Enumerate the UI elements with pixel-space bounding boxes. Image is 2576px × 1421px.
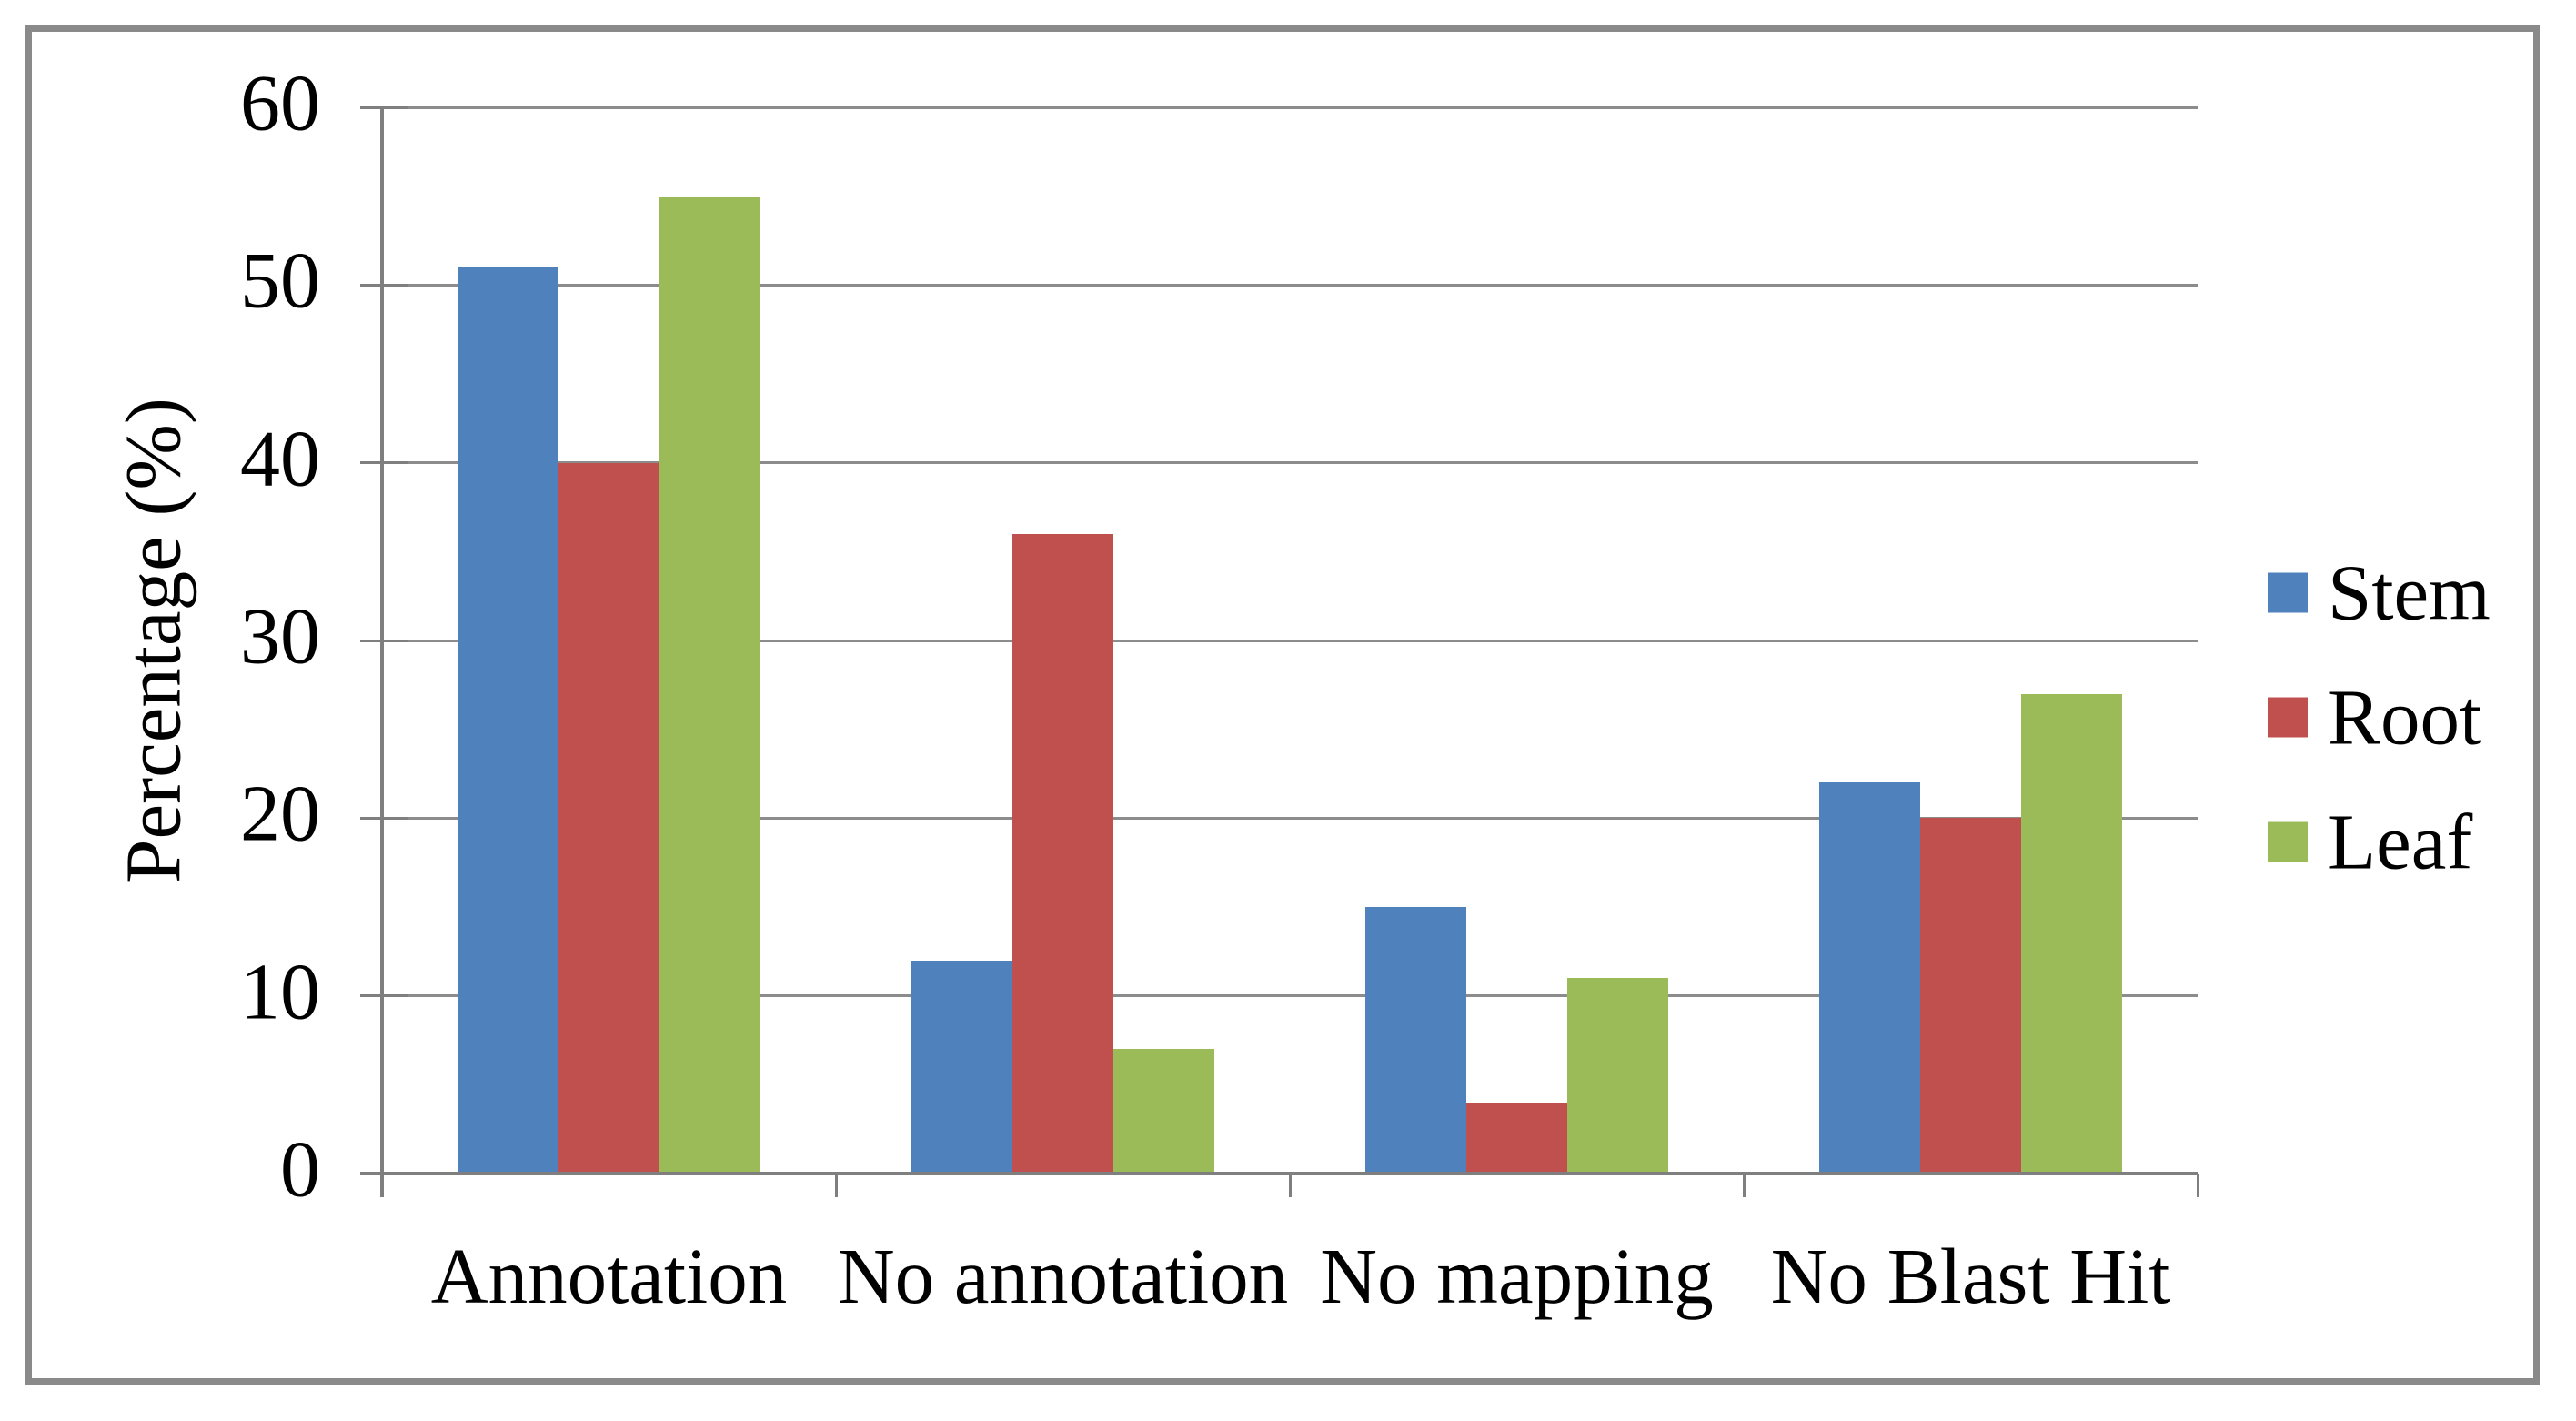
y-axis-tick-label: 30 — [240, 592, 320, 681]
y-axis-title: Percentage (%) — [108, 398, 197, 883]
chart-frame-border — [25, 25, 2540, 1385]
x-axis-label-no-mapping: No mapping — [1320, 1232, 1714, 1320]
gridline — [382, 461, 2198, 465]
gridline — [382, 639, 2198, 642]
legend-swatch-root — [2268, 697, 2308, 737]
y-axis-tick — [360, 283, 408, 287]
gridline — [382, 283, 2198, 287]
gridline — [382, 106, 2198, 109]
legend-label-stem: Stem — [2328, 548, 2490, 637]
x-axis-line — [360, 1172, 2198, 1175]
bar-stem-no-mapping — [1365, 907, 1466, 1174]
x-axis-label-no-blast-hit: No Blast Hit — [1770, 1232, 2171, 1320]
bar-stem-no-blast-hit — [1819, 782, 1920, 1174]
bar-leaf-no-blast-hit — [2021, 694, 2122, 1174]
legend-item-root: Root — [2268, 671, 2481, 763]
bar-stem-annotation — [458, 267, 558, 1174]
legend-swatch-leaf — [2268, 821, 2308, 862]
y-axis-tick-label: 50 — [240, 237, 320, 326]
x-axis-label-annotation: Annotation — [430, 1232, 788, 1320]
bar-root-no-annotation — [1012, 534, 1113, 1174]
y-axis-tick — [360, 994, 408, 998]
legend-item-stem: Stem — [2268, 547, 2490, 639]
y-axis-tick-label: 10 — [240, 948, 320, 1037]
y-axis-tick — [360, 639, 408, 642]
y-axis-tick-label: 0 — [280, 1125, 320, 1214]
y-axis-tick-label: 40 — [240, 415, 320, 504]
legend-item-leaf: Leaf — [2268, 796, 2472, 888]
x-axis-tick — [380, 1174, 384, 1197]
bar-root-no-blast-hit — [1920, 818, 2021, 1174]
legend-label-leaf: Leaf — [2328, 797, 2473, 886]
legend-swatch-stem — [2268, 572, 2308, 612]
x-axis-tick — [2196, 1174, 2199, 1197]
x-axis-tick — [1288, 1174, 1292, 1197]
y-axis-tick — [360, 816, 408, 820]
y-axis-tick-label: 60 — [240, 59, 320, 148]
bar-stem-no-annotation — [911, 961, 1012, 1174]
x-axis-tick — [1742, 1174, 1746, 1197]
legend-label-root: Root — [2328, 672, 2482, 761]
x-axis-label-no-annotation: No annotation — [837, 1232, 1289, 1320]
x-axis-tick — [834, 1174, 838, 1197]
bar-leaf-no-annotation — [1113, 1049, 1214, 1174]
bar-root-annotation — [558, 463, 659, 1174]
bar-root-no-mapping — [1466, 1103, 1567, 1174]
gridline — [382, 994, 2198, 998]
y-axis-line — [380, 106, 384, 1197]
bar-leaf-annotation — [659, 197, 760, 1174]
gridline — [382, 816, 2198, 820]
bar-leaf-no-mapping — [1567, 978, 1668, 1174]
y-axis-tick — [360, 461, 408, 465]
y-axis-tick-label: 20 — [240, 770, 320, 859]
y-axis-tick — [360, 106, 408, 109]
